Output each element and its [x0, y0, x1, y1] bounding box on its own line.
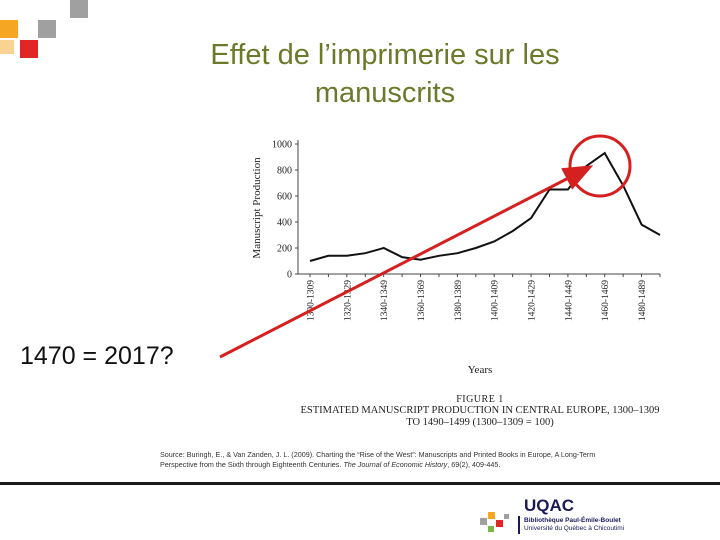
- x-axis-label: Years: [467, 364, 493, 376]
- x-tick-label: 1380-1389: [454, 280, 464, 321]
- source-prefix: Source: Buringh, E., & Van Zanden, J. L.…: [160, 450, 596, 469]
- question-text: 1470 = 2017?: [20, 342, 174, 370]
- x-tick-label: 1480-1489: [638, 280, 648, 321]
- x-axis-ticks: 1300-1309 1320-1329 1340-1349 1360-1369 1380…: [307, 274, 661, 321]
- source-journal: The Journal of Economic History: [343, 460, 448, 469]
- x-tick-label: 1340-1349: [380, 280, 390, 321]
- decor-square-grey-1: [70, 0, 88, 18]
- x-tick-label: 1360-1369: [417, 280, 427, 321]
- y-tick-label: 400: [277, 218, 292, 229]
- figure-caption: ESTIMATED MANUSCRIPT PRODUCTION IN CENTR…: [300, 405, 660, 428]
- y-tick-label: 0: [287, 270, 292, 281]
- manuscript-production-chart: 0 200 400 600 800 1000 1300-1309 1320-1329 1340…: [251, 140, 661, 321]
- logo-divider-bar: [518, 516, 520, 534]
- x-tick-label: 1420-1429: [528, 280, 538, 321]
- y-axis-ticks: 0 200 400 600 800 1000: [272, 140, 298, 281]
- footer-divider: [0, 482, 720, 485]
- logo-line-2: Université du Québec à Chicoutimi: [524, 525, 625, 532]
- source-citation: Source: Buringh, E., & Van Zanden, J. L.…: [160, 450, 630, 470]
- x-tick-label: 1300-1309: [307, 280, 317, 321]
- logo-mark-icon: [480, 512, 509, 532]
- decor-square-orange-1: [0, 20, 18, 38]
- x-tick-label: 1460-1469: [601, 280, 611, 321]
- y-axis-label: Manuscript Production: [251, 157, 263, 259]
- decor-square-orange-2: [0, 40, 14, 54]
- x-tick-label: 1440-1449: [564, 280, 574, 321]
- y-tick-label: 200: [277, 244, 292, 255]
- slide-title: Effet de l’imprimerie sur les manuscrits: [210, 39, 560, 109]
- y-tick-label: 600: [277, 192, 292, 203]
- series-line-manuscript-production: [309, 151, 661, 262]
- chart-axes: [297, 140, 660, 275]
- logo-name: UQAC: [524, 496, 575, 515]
- logo-line-1: Bibliothèque Paul-Émile-Boulet: [524, 517, 621, 524]
- decor-square-grey-2: [38, 20, 56, 38]
- source-suffix: , 69(2), 409-445.: [447, 460, 501, 469]
- decor-square-red: [20, 40, 38, 58]
- uqac-logo: UQAC Bibliothèque Paul-Émile-Boulet Univ…: [478, 496, 648, 536]
- x-tick-label: 1320-1329: [343, 280, 353, 321]
- x-tick-label: 1400-1409: [491, 280, 501, 321]
- y-tick-label: 1000: [272, 140, 292, 151]
- figure-number: FIGURE 1: [456, 394, 504, 405]
- y-tick-label: 800: [277, 166, 292, 177]
